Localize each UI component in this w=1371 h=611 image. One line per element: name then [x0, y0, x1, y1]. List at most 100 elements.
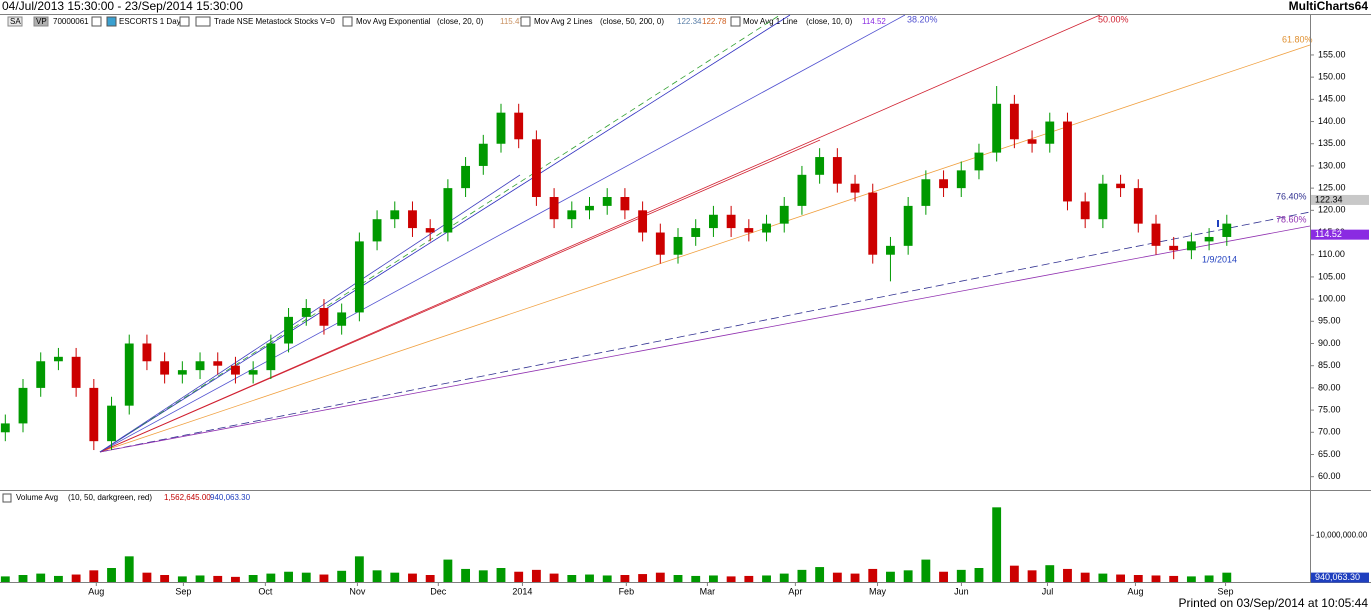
y-tick-label: 130.00	[1318, 160, 1346, 170]
volume-bar	[850, 573, 860, 582]
volume-bar	[903, 570, 913, 582]
study-toggle[interactable]	[2, 493, 12, 503]
study-toggle[interactable]	[520, 16, 531, 27]
volume-bar	[1186, 576, 1196, 582]
volume-bar	[868, 568, 878, 582]
volume-bar	[992, 507, 1002, 582]
volume-bar	[337, 570, 347, 582]
price-marker-label: 122.34	[1315, 194, 1343, 204]
candle-body	[531, 139, 541, 198]
dropdown[interactable]	[91, 16, 102, 27]
x-tick-label: May	[869, 586, 887, 596]
y-tick-label: 80.00	[1318, 382, 1341, 392]
volume-bar	[107, 568, 116, 582]
volume-bar	[1133, 575, 1143, 582]
study-toggle[interactable]	[730, 16, 741, 27]
candle-body	[1063, 121, 1072, 202]
candle-body	[53, 356, 63, 362]
candle-body	[762, 223, 771, 233]
volume-bar	[886, 571, 895, 582]
dropdown[interactable]	[179, 16, 190, 27]
volume-bar	[602, 575, 612, 582]
tag-box[interactable]	[7, 16, 23, 27]
footer: Printed on 03/Sep/2014 at 10:05:44	[1179, 596, 1369, 610]
volume-bar	[195, 575, 205, 582]
fib-label: 76.40%	[1276, 191, 1307, 201]
candle-body	[726, 214, 736, 229]
volume-bar	[797, 569, 807, 582]
volume-bar	[266, 573, 276, 582]
y-tick-label: 90.00	[1318, 338, 1341, 348]
tag: VP	[36, 17, 47, 26]
y-tick-label: 145.00	[1318, 94, 1346, 104]
candle-body	[354, 241, 364, 313]
volume-bar	[443, 559, 453, 582]
x-tick-label: Mar	[700, 586, 716, 596]
x-tick-label: Nov	[349, 586, 366, 596]
volume-title: Volume Avg	[16, 493, 58, 502]
study-value: 114.52	[862, 17, 886, 26]
study-value: 122.34	[677, 17, 702, 26]
volume-bar	[815, 567, 825, 582]
candle-body	[602, 197, 612, 206]
fan-line	[99, 211, 1311, 453]
volume-bar	[18, 575, 28, 582]
candle-body	[1133, 188, 1143, 224]
volume-bar	[124, 556, 134, 582]
y-tick-label: 65.00	[1318, 449, 1341, 459]
candle-body	[992, 103, 1002, 153]
y-tick-label: 95.00	[1318, 316, 1341, 326]
volume-value: 940,063.30	[210, 493, 251, 502]
fan-line	[99, 14, 906, 453]
study-params: (close, 50, 200, 0)	[600, 17, 664, 26]
candle-body	[1151, 223, 1161, 246]
price-marker-label: 940,063.30	[1315, 572, 1360, 582]
candle-body	[1027, 139, 1037, 144]
candle-body	[832, 157, 842, 184]
volume-bar	[1222, 572, 1232, 582]
volume-bar	[708, 575, 718, 582]
volume-bar	[1045, 565, 1055, 582]
feed: Trade NSE Metastock Stocks V=0	[214, 17, 335, 26]
volume-bar	[53, 575, 63, 582]
volume-bar	[514, 571, 524, 582]
x-tick-label: Apr	[788, 586, 802, 596]
y-tick-label: 100.00	[1318, 293, 1346, 303]
volume-bar	[691, 575, 701, 582]
candle-body	[1098, 183, 1108, 220]
x-tick-label: Dec	[430, 586, 447, 596]
volume-bar	[939, 571, 948, 582]
study-value: 115.47	[500, 17, 524, 26]
candle-body	[886, 245, 895, 255]
candle-body	[461, 165, 471, 189]
candle-body	[231, 365, 240, 375]
x-tick-label: Aug	[88, 586, 104, 596]
volume-bar	[585, 574, 594, 582]
y-tick-label: 75.00	[1318, 404, 1341, 414]
fib-label: 38.20%	[907, 14, 938, 24]
candle-body	[1169, 245, 1179, 251]
tag-box[interactable]	[33, 16, 49, 27]
y-tick-label: 10,000,000.00	[1316, 530, 1368, 539]
candle-body	[89, 387, 99, 442]
price-marker	[1311, 194, 1369, 205]
candle-body	[1204, 236, 1214, 242]
study-toggle[interactable]	[342, 16, 353, 27]
y-tick-label: 85.00	[1318, 360, 1341, 370]
y-tick-label: 105.00	[1318, 271, 1346, 281]
study-name: Mov Avg 1 Line	[743, 17, 798, 26]
price-marker	[1311, 572, 1369, 583]
x-tick-label: Aug	[1127, 586, 1143, 596]
volume-bar	[160, 575, 170, 582]
icon	[195, 16, 211, 27]
study-value: 122.78	[702, 17, 727, 26]
date-range: 04/Jul/2013 15:30:00 - 23/Sep/2014 15:30…	[2, 0, 243, 13]
fib-label: 50.00%	[1098, 14, 1129, 24]
y-tick-label: 135.00	[1318, 138, 1346, 148]
candle-body	[71, 356, 81, 388]
study-name: Mov Avg 2 Lines	[534, 17, 593, 26]
candle-body	[124, 343, 134, 406]
study-params: (close, 20, 0)	[437, 17, 484, 26]
